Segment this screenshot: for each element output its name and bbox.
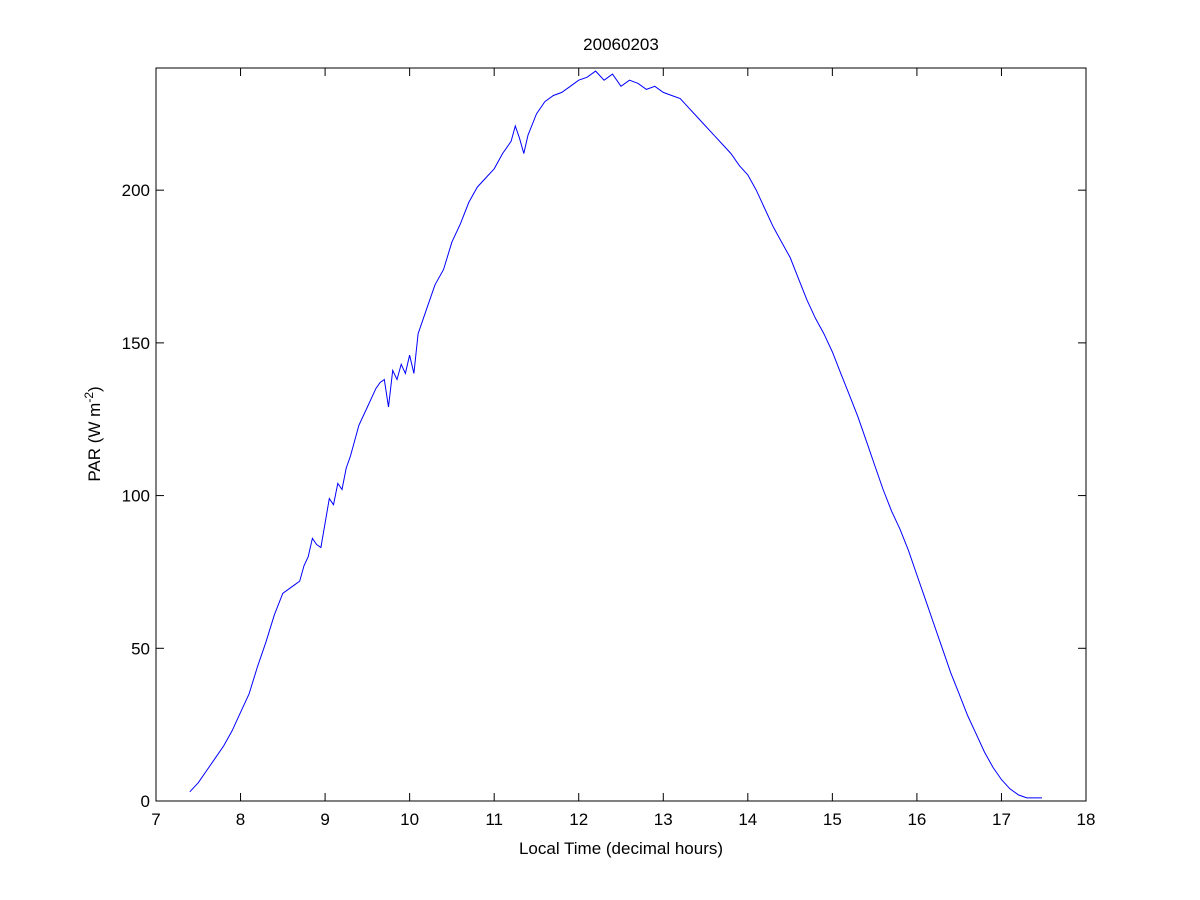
x-tick-label: 12 [569, 810, 588, 829]
x-tick-label: 7 [151, 810, 160, 829]
x-tick-label: 15 [823, 810, 842, 829]
y-tick-label: 200 [122, 181, 150, 200]
y-tick-label: 100 [122, 487, 150, 506]
x-tick-label: 10 [400, 810, 419, 829]
tick-labels: 7 8 9 10 11 12 13 14 15 16 17 18 0 50 100 150 200 [122, 181, 1096, 829]
y-axis-label-suffix: ) [85, 386, 104, 392]
series-line [189, 70, 1042, 799]
y-tick-label: 150 [122, 334, 150, 353]
x-tick-label: 17 [992, 810, 1011, 829]
x-axis-label: Local Time (decimal hours) [519, 839, 723, 858]
x-tick-label: 11 [485, 810, 503, 829]
axis-ticks [155, 68, 1087, 802]
x-tick-label: 8 [236, 810, 245, 829]
y-axis-label: PAR (W m-2) [82, 386, 104, 481]
chart-title: 20060203 [583, 35, 659, 54]
x-tick-label: 9 [320, 810, 329, 829]
plot-frame [155, 67, 1087, 802]
x-tick-label: 16 [907, 810, 926, 829]
plot-area [156, 68, 1086, 801]
x-tick-label: 18 [1077, 810, 1096, 829]
x-tick-label: 13 [654, 810, 673, 829]
y-tick-label: 50 [131, 639, 150, 658]
y-axis-label-superscript: -2 [82, 392, 96, 403]
data-series [189, 70, 1042, 799]
y-axis-label-prefix: PAR (W m [85, 403, 104, 482]
x-tick-label: 14 [738, 810, 757, 829]
y-tick-label: 0 [141, 792, 150, 811]
